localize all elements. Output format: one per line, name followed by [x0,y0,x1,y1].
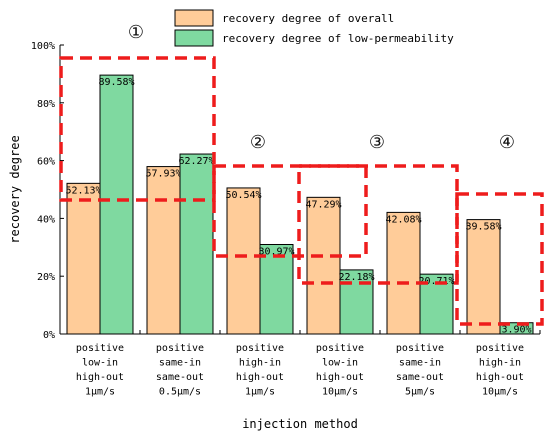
x-category-label: same-out [156,372,204,383]
bar-low-permeability [259,243,294,335]
bar-value-label: 30.97% [258,246,294,257]
x-category-label: low-in [322,358,358,369]
x-category-label: high-out [476,372,524,383]
bar-value-label: 3.90% [501,325,531,336]
bar-low-permeability [339,269,374,335]
y-tick-label: 40% [37,214,55,225]
x-category-label: same-in [159,358,201,369]
annotation-number: ④ [499,132,515,153]
x-category-label: positive [76,343,124,354]
x-category-label: high-out [316,372,364,383]
x-category-label: same-in [399,358,441,369]
x-category-label: 10μm/s [322,387,358,398]
legend-label: recovery degree of overall [222,12,394,25]
y-tick-label: 0% [43,330,55,341]
bar-value-label: 39.58% [465,222,501,233]
x-category-label: high-out [76,372,124,383]
legend-label: recovery degree of low-permeability [222,32,454,45]
bar-overall [306,196,341,335]
x-category-label: high-out [236,372,284,383]
y-axis-label: recovery degree [8,135,22,243]
x-category-label: positive [476,343,524,354]
annotation-number: ① [128,22,144,43]
bar-overall [66,182,101,335]
x-category-label: low-in [82,358,118,369]
group-highlight-box [59,56,216,202]
y-tick-label: 100% [31,41,55,52]
bar-overall [386,211,421,335]
legend-swatch [174,29,214,47]
annotation-number: ③ [369,132,385,153]
x-category-label: 1μm/s [85,387,115,398]
x-category-label: high-in [479,358,521,369]
bar-value-label: 47.29% [305,199,341,210]
x-category-label: 0.5μm/s [159,387,201,398]
bar-value-label: 50.54% [225,190,261,201]
x-category-label: 5μm/s [405,387,435,398]
bar-low-permeability [99,74,134,335]
x-category-label: positive [396,343,444,354]
legend-swatch [174,9,214,27]
y-tick-label: 80% [37,99,55,110]
y-tick-label: 60% [37,157,55,168]
bar-overall [226,187,261,335]
bar-overall [466,219,501,335]
bar-value-label: 22.18% [338,272,374,283]
bar-low-permeability [179,153,214,335]
x-category-label: same-out [396,372,444,383]
x-category-label: high-in [239,358,281,369]
bar-low-permeability [499,322,534,335]
x-category-label: positive [236,343,284,354]
bar-value-label: 62.27% [178,156,214,167]
x-category-label: 1μm/s [245,387,275,398]
bar-value-label: 52.13% [65,185,101,196]
x-category-label: positive [156,343,204,354]
group-highlight-box [212,164,368,258]
annotation-number: ② [250,132,266,153]
bar-value-label: 57.93% [145,169,181,180]
y-tick-label: 20% [37,272,55,283]
x-axis-label: injection method [242,417,358,431]
x-category-label: 10μm/s [482,387,518,398]
x-category-label: positive [316,343,364,354]
bar-value-label: 89.58% [98,77,134,88]
bar-overall [146,166,181,335]
bar-value-label: 42.08% [385,214,421,225]
group-highlight-box [455,192,544,326]
